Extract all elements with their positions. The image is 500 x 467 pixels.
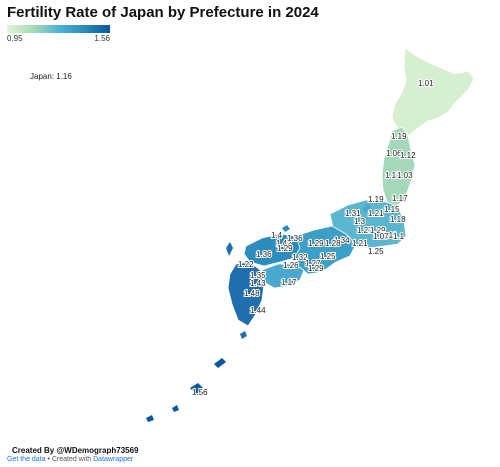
prefecture-value-label: 1.25 xyxy=(320,252,336,261)
footer: Get the data • Created with Datawrapper xyxy=(7,456,133,463)
prefecture-value-label: 1.31 xyxy=(345,209,361,218)
prefecture-value-label: 1.29 xyxy=(370,226,386,235)
prefecture-value-label: 1.3 xyxy=(354,217,366,226)
prefecture-value-label: 1.22 xyxy=(238,260,254,269)
prefecture-value-label: 1.28 xyxy=(325,239,341,248)
prefecture-value-label: 1.21 xyxy=(352,239,368,248)
prefecture-value-label: 1.17 xyxy=(392,194,408,203)
footer-separator: • Created with xyxy=(45,456,94,463)
prefecture-value-label: 1.11 xyxy=(382,231,398,240)
prefecture-value-label: 1.32 xyxy=(292,253,308,262)
prefecture-value-label: 1.56 xyxy=(192,388,208,397)
prefecture-value-label: 1.1 xyxy=(393,232,405,241)
prefecture-value-label: 1.12 xyxy=(400,151,416,160)
prefecture-value-label: 1.03 xyxy=(397,171,413,180)
legend-min-label: 0.95 xyxy=(7,34,23,43)
prefecture-value-label: 1.18 xyxy=(385,171,401,180)
region-shikoku[interactable] xyxy=(261,263,305,289)
prefecture-value-label: 1.01 xyxy=(418,79,434,88)
prefecture-value-label: 1.27 xyxy=(305,259,321,268)
region-tohoku[interactable] xyxy=(381,126,416,207)
prefecture-value-label: 1.21 xyxy=(368,209,384,218)
prefecture-value-label: 1.19 xyxy=(368,195,384,204)
datawrapper-link[interactable]: Datawrapper xyxy=(93,456,134,463)
prefecture-value-label: 1.27 xyxy=(357,226,373,235)
prefecture-value-label: 1.42 xyxy=(276,239,292,248)
color-legend: 0.95 1.56 xyxy=(7,25,110,43)
island-okinawa[interactable] xyxy=(190,383,203,395)
region-chugoku[interactable] xyxy=(243,233,301,267)
prefecture-value-label: 1.29 xyxy=(308,239,324,248)
island-tsushima[interactable] xyxy=(226,242,233,256)
region-chubu-kansai[interactable] xyxy=(291,225,357,275)
island-ishigaki[interactable] xyxy=(146,415,154,422)
island-sado[interactable] xyxy=(362,204,372,213)
prefecture-value-label: 1.35 xyxy=(250,271,266,280)
prefecture-value-label: 1.17 xyxy=(281,278,297,287)
region-hokkaido[interactable] xyxy=(391,47,475,137)
prefecture-value-label: 1.36 xyxy=(287,234,303,243)
get-data-link[interactable]: Get the data xyxy=(7,456,46,463)
prefecture-value-label: 1.07 xyxy=(373,232,389,241)
prefecture-value-label: 1.18 xyxy=(390,215,406,224)
map-title: Fertility Rate of Japan by Prefecture in… xyxy=(7,4,319,21)
national-rate-annotation: Japan: 1.16 xyxy=(30,72,72,81)
island-amami[interactable] xyxy=(214,358,226,368)
legend-max-label: 1.56 xyxy=(94,34,110,43)
region-kyushu[interactable] xyxy=(227,261,265,327)
prefecture-value-label: 1.36 xyxy=(256,250,272,259)
prefecture-value-label: 1.29 xyxy=(277,244,293,253)
prefecture-value-label: 1.15 xyxy=(384,205,400,214)
prefecture-value-label: 1.26 xyxy=(283,261,299,270)
prefecture-value-label: 1.06 xyxy=(386,149,402,158)
prefecture-value-label: 1.19 xyxy=(391,132,407,141)
prefecture-value-label: 1.29 xyxy=(308,264,324,273)
prefecture-value-label: 1.48 xyxy=(244,289,260,298)
prefecture-value-label: 1.44 xyxy=(250,306,266,315)
prefecture-value-label: 1.4 xyxy=(271,231,283,240)
island-oki[interactable] xyxy=(282,225,290,232)
island-yakushima[interactable] xyxy=(240,331,247,339)
author-credit: Created By @WDemograph73569 xyxy=(12,446,139,455)
prefecture-value-label: 1.43 xyxy=(250,279,266,288)
legend-gradient-bar xyxy=(7,25,110,33)
prefecture-value-label: 1.34 xyxy=(334,236,350,245)
island-miyako[interactable] xyxy=(172,405,179,412)
prefecture-value-label: 1.25 xyxy=(368,247,384,256)
